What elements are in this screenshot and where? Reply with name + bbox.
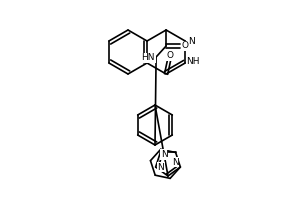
Text: N: N (188, 37, 194, 46)
Text: O: O (167, 51, 174, 60)
Text: NH: NH (186, 57, 200, 66)
Text: N: N (172, 158, 179, 167)
Text: O: O (182, 41, 189, 50)
Text: HN: HN (141, 53, 155, 62)
Text: N: N (157, 163, 164, 172)
Text: N: N (161, 150, 168, 159)
